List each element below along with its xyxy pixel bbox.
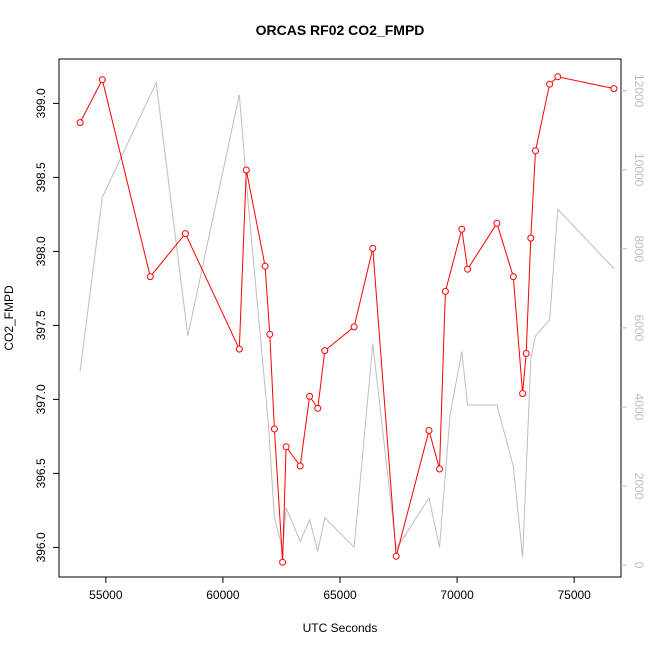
x-axis: 55000 60000 65000 70000 75000: [89, 577, 591, 602]
data-point: [279, 558, 287, 566]
data-point: [464, 265, 472, 273]
data-point: [98, 76, 106, 84]
data-point: [146, 273, 154, 281]
data-point: [266, 330, 274, 338]
data-point: [369, 244, 377, 252]
y-tick-label: 397.0: [34, 384, 48, 414]
y2-tick-label: 2000: [632, 473, 646, 500]
y-tick-label: 398.5: [34, 162, 48, 192]
data-point: [509, 273, 517, 281]
x-tick-label: 75000: [557, 588, 591, 602]
data-point: [554, 73, 562, 81]
y-tick-label: 397.5: [34, 310, 48, 340]
x-tick-label: 70000: [440, 588, 474, 602]
y-tick-label: 398.0: [34, 236, 48, 266]
data-point: [546, 80, 554, 88]
data-point: [519, 390, 527, 397]
data-point: [321, 347, 329, 355]
data-point: [270, 425, 278, 433]
grey-series-path: [79, 80, 615, 558]
data-point: [493, 219, 501, 227]
y-axis-left: 396.0 396.5 397.0 397.5 398.0 398.5 399.0: [34, 88, 59, 562]
chart-title: ORCAS RF02 CO2_FMPD: [256, 22, 425, 38]
data-point: [181, 230, 189, 238]
x-tick-label: 60000: [206, 588, 240, 602]
y2-tick-label: 4000: [632, 394, 646, 421]
y2-tick-label: 12000: [632, 74, 646, 108]
y2-tick-label: 6000: [632, 315, 646, 342]
y-tick-label: 396.0: [34, 532, 48, 562]
data-point: [532, 147, 539, 155]
data-point: [235, 345, 243, 353]
data-point: [282, 443, 290, 451]
y2-tick-label: 10000: [632, 153, 646, 187]
data-point: [306, 392, 314, 400]
x-tick-label: 65000: [323, 588, 357, 602]
y2-tick-label: 8000: [632, 235, 646, 262]
data-point: [441, 287, 449, 295]
data-point: [425, 427, 433, 434]
plot-frame: [58, 58, 622, 578]
data-point: [261, 262, 269, 270]
data-point: [436, 465, 443, 473]
y-axis-right: 0 2000 4000 6000 8000 10000 12000: [621, 74, 646, 569]
x-tick-label: 55000: [89, 588, 123, 602]
x-axis-label: UTC Seconds: [303, 621, 378, 635]
y-axis-label: CO2_FMPD: [2, 285, 16, 351]
y-tick-label: 399.0: [34, 88, 48, 118]
data-point: [314, 404, 322, 412]
data-point: [76, 119, 84, 127]
red-series-path: [79, 76, 615, 563]
data-point: [392, 552, 400, 560]
data-point: [296, 462, 304, 470]
data-point: [458, 225, 466, 233]
grey-series-line: [79, 80, 615, 558]
y-tick-label: 396.5: [34, 458, 48, 488]
data-point: [242, 166, 250, 174]
red-series-line: [76, 73, 618, 566]
y2-tick-label: 0: [632, 562, 646, 569]
data-point: [610, 85, 618, 93]
data-point: [522, 350, 530, 357]
data-point: [527, 234, 535, 242]
data-point: [350, 323, 358, 331]
